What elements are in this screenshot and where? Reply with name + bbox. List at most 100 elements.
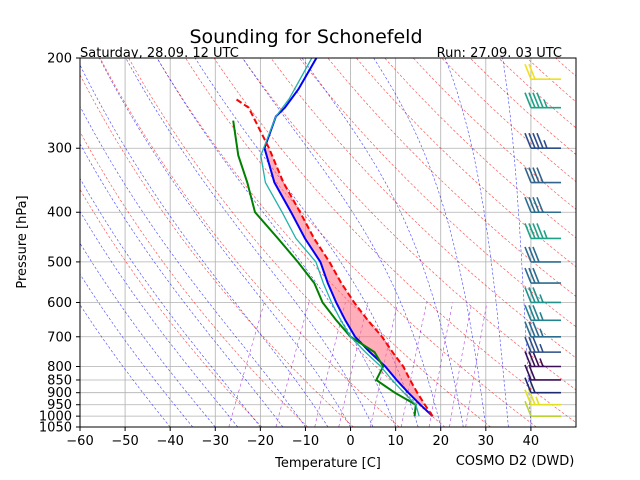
wind-barb <box>524 400 561 417</box>
moist-adiabat <box>301 58 464 427</box>
barb-half-flag <box>543 99 548 108</box>
y-tick-label: 500 <box>47 255 72 270</box>
barb-flag <box>532 351 540 367</box>
barb-flag <box>528 223 536 239</box>
wind-barb <box>524 287 561 304</box>
barb-half-flag <box>535 396 540 406</box>
barb-flag <box>528 377 536 393</box>
y-tick-label: 1000 <box>39 410 72 425</box>
mixing-ratio-line <box>449 302 473 427</box>
barb-half-flag <box>539 358 544 367</box>
wind-barb <box>524 377 561 394</box>
wind-barbs <box>524 63 561 417</box>
barb-flag <box>536 132 544 149</box>
wind-barb <box>524 267 561 284</box>
barb-flag <box>528 304 536 321</box>
barb-flag <box>524 336 532 353</box>
barb-flag <box>528 167 536 183</box>
barb-flag <box>536 92 544 108</box>
moist-adiabat <box>80 242 216 427</box>
barb-flag <box>532 167 540 183</box>
barb-half-flag <box>539 312 544 321</box>
series-line-wet-bulb <box>260 58 420 417</box>
barb-flag <box>524 223 532 239</box>
barb-flag <box>528 196 536 213</box>
barb-flag <box>524 92 532 108</box>
barb-flag <box>524 364 532 381</box>
valid-time: Saturday, 28.09. 12 UTC <box>80 46 239 61</box>
barb-flag <box>532 336 540 353</box>
dry-adiabat <box>99 58 400 427</box>
barb-flag <box>528 287 536 303</box>
dry-adiabat <box>156 58 491 427</box>
barb-flag <box>532 246 540 263</box>
x-tick-label: −50 <box>111 434 138 449</box>
dry-adiabat <box>299 58 576 328</box>
y-tick-label: 300 <box>47 142 72 157</box>
x-tick-label: −60 <box>66 434 93 449</box>
x-ticks: −60 −50 −40 −30 −20 −10 0 10 20 30 40 <box>66 427 539 449</box>
mixing-ratio-line <box>465 302 488 427</box>
wind-barb <box>524 351 561 368</box>
barb-flag <box>524 377 532 393</box>
x-axis-label: Temperature [C] <box>274 456 381 471</box>
wind-barb <box>524 321 561 338</box>
barb-flag <box>536 196 544 213</box>
wind-barb <box>524 304 561 322</box>
barb-flag <box>532 223 540 239</box>
barb-flag <box>532 304 540 321</box>
wind-barb <box>524 246 561 263</box>
barb-flag <box>524 63 532 80</box>
barb-flag <box>528 321 536 338</box>
model-source: COSMO D2 (DWD) <box>456 454 575 469</box>
dry-adiabat <box>80 73 354 427</box>
dry-adiabat <box>584 58 640 427</box>
series-line-dewpoint <box>232 120 417 417</box>
wind-barb <box>524 92 561 109</box>
barb-half-flag <box>543 139 548 149</box>
y-axis-label: Pressure [hPa] <box>15 195 30 288</box>
mixing-ratio-line <box>401 302 427 427</box>
moist-adiabat <box>80 177 261 427</box>
barb-half-flag <box>543 230 548 239</box>
moist-adiabat <box>80 210 239 427</box>
dry-adiabat <box>384 58 576 239</box>
chart-title: Sounding for Schonefeld <box>189 26 422 48</box>
x-tick-label: −20 <box>247 434 274 449</box>
mixing-ratio-line <box>228 302 265 427</box>
mixing-ratio-line <box>338 302 369 427</box>
moist-adiabat <box>80 105 306 427</box>
barb-flag <box>524 246 532 263</box>
moist-adiabat <box>444 58 509 427</box>
x-tick-label: −40 <box>156 434 183 449</box>
moist-adiabat <box>80 304 171 427</box>
cape-area <box>264 148 425 405</box>
barb-flag <box>536 167 544 183</box>
barb-flag <box>532 267 540 284</box>
barb-flag <box>524 304 532 321</box>
mixing-ratio-line <box>314 302 346 427</box>
x-tick-label: 10 <box>387 434 404 449</box>
barb-half-flag <box>539 294 544 303</box>
y-tick-label: 200 <box>47 52 72 67</box>
wind-barb <box>524 167 561 184</box>
plot-area <box>80 58 576 427</box>
barb-flag <box>528 351 536 367</box>
moist-adiabat <box>125 58 374 427</box>
barb-flag <box>528 336 536 353</box>
x-tick-label: 0 <box>346 434 354 449</box>
barb-flag <box>528 364 536 381</box>
barb-flag <box>524 167 532 183</box>
barb-flag <box>524 196 532 213</box>
wind-barb <box>524 196 561 214</box>
dry-adiabat <box>612 58 640 427</box>
cape-fill <box>264 148 425 405</box>
moist-adiabat <box>156 58 396 427</box>
run-time: Run: 27.09. 03 UTC <box>437 46 562 61</box>
barb-flag <box>532 132 540 149</box>
wind-barb <box>524 63 561 81</box>
barb-flag <box>532 92 540 108</box>
y-tick-label: 900 <box>47 386 72 401</box>
